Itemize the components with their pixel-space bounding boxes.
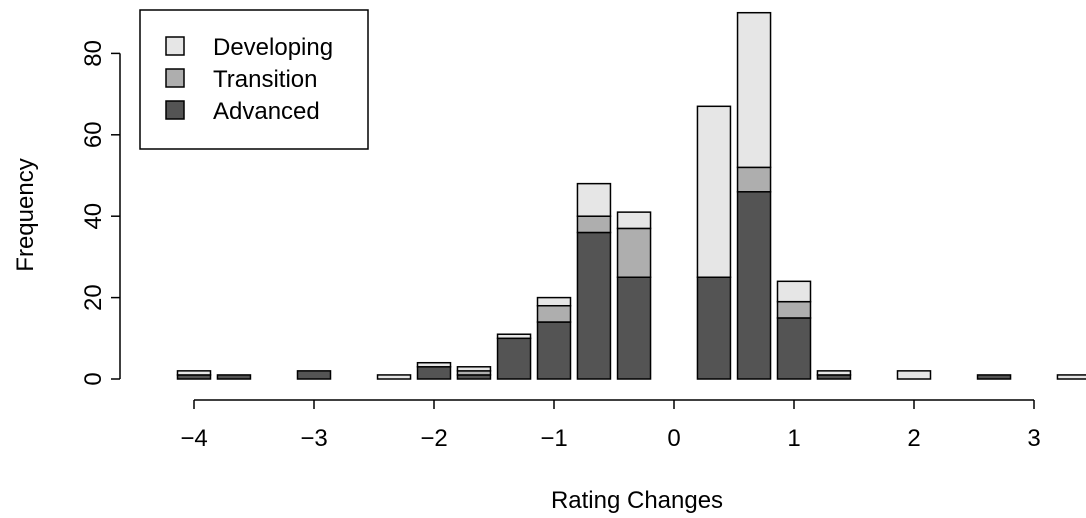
x-axis-label: Rating Changes [551, 487, 723, 514]
bar-developing-8 [496, 333, 532, 340]
bars-group [176, 11, 1086, 380]
y-axis: 0 20 40 60 80 [80, 40, 120, 386]
bar-developing-11 [616, 211, 652, 230]
bar-developing-6 [416, 361, 452, 368]
x-tick-label: 2 [907, 425, 920, 452]
bar-advanced-10 [576, 231, 612, 380]
bar-transition-9 [536, 304, 572, 323]
bar-advanced-3 [296, 370, 332, 380]
bar-developing-14 [736, 11, 772, 169]
bar-transition-10 [576, 215, 612, 234]
legend-swatch-developing [165, 36, 185, 56]
bar-developing-16 [816, 370, 852, 376]
legend-label-transition: Transition [213, 66, 317, 93]
bar-advanced-11 [616, 276, 652, 380]
legend-label-developing: Developing [213, 34, 333, 61]
bar-developing-22 [1056, 374, 1086, 380]
bar-developing-0 [176, 370, 212, 376]
legend: Developing Transition Advanced [139, 9, 369, 150]
legend-swatch-advanced [165, 100, 185, 120]
bar-transition-14 [736, 166, 772, 193]
y-axis-label: Frequency [12, 158, 39, 271]
x-tick-label: 0 [667, 425, 680, 452]
bar-developing-18 [896, 370, 932, 380]
bar-developing-13 [696, 105, 732, 278]
bar-advanced-6 [416, 366, 452, 380]
legend-swatch-transition [165, 68, 185, 88]
bar-developing-15 [776, 280, 812, 303]
bar-advanced-15 [776, 317, 812, 380]
x-tick-label: −2 [420, 425, 447, 452]
y-tick-label: 40 [80, 203, 107, 230]
bar-advanced-8 [496, 337, 532, 380]
x-tick-label: 1 [787, 425, 800, 452]
bar-advanced-20 [976, 374, 1012, 380]
y-tick-label: 60 [80, 121, 107, 148]
bar-advanced-13 [696, 276, 732, 380]
bar-advanced-1 [216, 374, 252, 380]
bar-transition-15 [776, 300, 812, 319]
bar-developing-7 [456, 366, 492, 372]
y-tick-label: 80 [80, 40, 107, 67]
y-tick-label: 20 [80, 284, 107, 311]
bar-advanced-9 [536, 321, 572, 380]
bar-developing-10 [576, 182, 612, 217]
bar-advanced-14 [736, 191, 772, 380]
bar-developing-5 [376, 374, 412, 380]
bar-developing-9 [536, 296, 572, 307]
x-tick-label: −3 [300, 425, 327, 452]
y-tick-label: 0 [80, 372, 107, 385]
legend-label-advanced: Advanced [213, 98, 320, 125]
x-axis: −4 −3 −2 −1 0 1 2 3 [180, 400, 1041, 452]
x-tick-label: 3 [1027, 425, 1040, 452]
bar-transition-11 [616, 227, 652, 279]
x-tick-label: −4 [180, 425, 207, 452]
x-tick-label: −1 [540, 425, 567, 452]
